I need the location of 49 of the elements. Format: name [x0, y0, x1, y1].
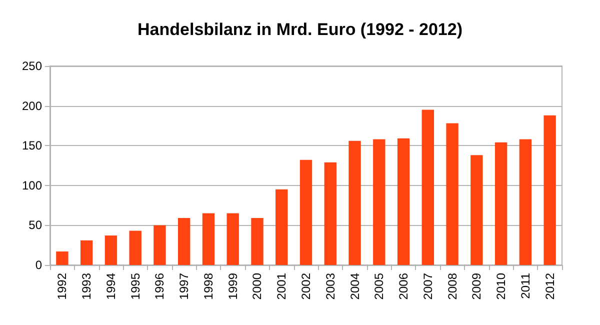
bar [422, 110, 434, 265]
y-tick-label: 0 [35, 258, 42, 272]
bar [154, 225, 166, 265]
x-tick-label: 1995 [128, 272, 142, 300]
bar [178, 218, 190, 265]
y-tick-label: 100 [22, 178, 42, 192]
x-tick-label: 1998 [201, 272, 216, 300]
y-tick-label: 50 [28, 218, 42, 232]
chart-title: Handelsbilanz in Mrd. Euro (1992 - 2012) [138, 20, 462, 39]
y-tick-label: 150 [22, 138, 42, 153]
bar [300, 160, 312, 265]
bar [251, 218, 264, 265]
x-tick-label: 2009 [470, 272, 484, 300]
y-tick-label: 250 [22, 59, 42, 73]
x-tick-label: 2007 [420, 272, 435, 300]
x-tick-label: 2001 [274, 272, 289, 300]
bar [324, 162, 336, 265]
bar [202, 213, 215, 265]
bar [276, 189, 288, 265]
bar [373, 139, 386, 265]
bar [519, 139, 532, 265]
x-tick-label: 2002 [299, 272, 313, 300]
x-tick-label: 2006 [396, 272, 411, 300]
bar [446, 123, 458, 265]
y-tick-label: 200 [22, 98, 42, 113]
bar [470, 155, 483, 265]
bar [494, 142, 508, 265]
x-tick-label: 1992 [55, 272, 70, 300]
x-tick-label: 1997 [177, 272, 192, 300]
bar [104, 236, 118, 265]
x-tick-label: 1994 [104, 272, 118, 300]
x-tick-label: 1996 [152, 272, 167, 300]
x-tick-label: 2010 [494, 272, 508, 300]
x-tick-label: 2005 [372, 272, 386, 300]
bar [348, 140, 361, 265]
bar [129, 230, 142, 265]
bar [56, 251, 68, 265]
bar [226, 213, 239, 265]
x-tick-label: 2004 [348, 272, 362, 300]
bar [544, 115, 556, 265]
x-tick-label: 1993 [80, 272, 94, 300]
x-tick-label: 2003 [323, 272, 338, 300]
x-tick-label: 2011 [518, 272, 532, 299]
bar [80, 240, 93, 265]
x-tick-label: 2000 [250, 272, 264, 300]
x-tick-label: 1999 [226, 272, 240, 300]
x-tick-label: 2008 [445, 272, 460, 300]
x-tick-label: 2012 [542, 272, 557, 300]
bar [397, 138, 410, 265]
